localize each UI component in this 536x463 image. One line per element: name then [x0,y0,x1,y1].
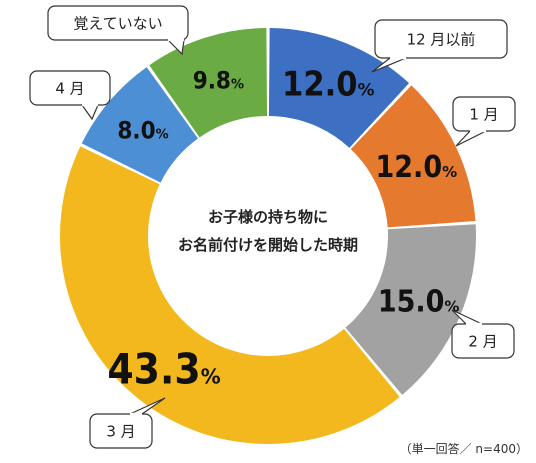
donut-slices [59,28,476,445]
pct-label-覚えていない: 9.8% [193,66,244,94]
percentage-labels: 12.0%12.0%15.0%43.3%8.0%9.8% [107,65,459,394]
callout-label-4月: 4 月 [55,80,84,98]
callout-2月: 2 月 [451,309,515,359]
sample-note: （単一回答／ n=400） [400,441,528,456]
slice-4月 [81,67,198,183]
pct-label-4月: 8.0% [117,116,168,144]
callout-覚えていない: 覚えていない [47,5,189,56]
callout-label-3月: 3 月 [106,423,135,441]
slice-3月 [59,146,400,445]
pct-label-3月: 43.3% [107,345,220,394]
slice-覚えていない [149,28,268,138]
callout-label-1月: 1 月 [469,106,498,124]
callout-12月以前: 12 月以前 [371,19,508,73]
pct-label-1月: 12.0% [376,150,458,185]
category-callouts: 12 月以前 1 月 2 月 3 月 4 月 覚えていない [29,5,516,449]
callout-label-2月: 2 月 [468,333,497,351]
callout-label-12月以前: 12 月以前 [407,31,476,49]
pct-label-12月以前: 12.0% [282,65,375,105]
slice-2月 [345,224,476,395]
callout-3月: 3 月 [89,397,166,449]
chart-title-line-1: お子様の持ち物に [208,208,328,226]
callout-label-覚えていない: 覚えていない [73,15,162,33]
chart-title-line-2: お名前付けを開始した時期 [178,236,358,254]
callout-1月: 1 月 [452,96,516,147]
slice-1月 [350,85,476,228]
callout-4月: 4 月 [29,70,111,121]
slice-12月以前 [268,28,410,148]
